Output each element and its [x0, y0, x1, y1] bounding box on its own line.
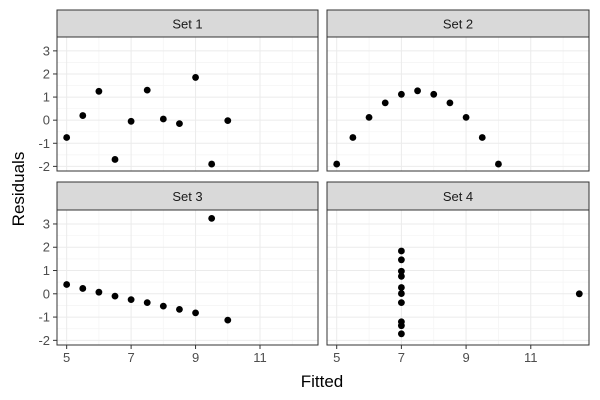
data-point	[111, 292, 119, 300]
facet-strip	[326, 181, 590, 211]
y-tick-label: 0	[43, 286, 50, 301]
y-tick-label: 3	[43, 216, 50, 231]
data-point	[208, 160, 216, 168]
x-tick-label: 7	[127, 350, 134, 365]
data-point	[397, 247, 405, 255]
y-tick-label: 0	[43, 113, 50, 128]
facet-strip	[326, 9, 590, 38]
data-point	[176, 305, 183, 313]
panel-background	[327, 210, 589, 345]
panel-border	[56, 209, 319, 346]
data-point	[127, 296, 135, 304]
panel-border	[56, 36, 319, 172]
data-point	[224, 316, 232, 324]
data-point	[365, 114, 373, 121]
y-tick-label: 1	[43, 263, 50, 278]
panel-4: Set 4 5 7 9 11	[326, 181, 590, 365]
data-point	[397, 330, 405, 338]
data-point	[397, 284, 405, 291]
y-tick-label: 2	[43, 240, 50, 255]
data-point	[159, 302, 167, 310]
panel-background	[327, 37, 589, 171]
data-point	[397, 256, 405, 264]
x-tick-label: 11	[253, 350, 267, 365]
data-point	[79, 285, 87, 292]
facet-strip-label: Set 4	[443, 189, 473, 204]
data-point	[397, 272, 405, 280]
facet-strip-label: Set 2	[443, 17, 473, 32]
data-point	[79, 112, 87, 119]
y-tick-label: -1	[38, 136, 50, 151]
facet-strip-label: Set 3	[172, 189, 202, 204]
panel-1: Set 1 -2 -1 0 1 2 3	[38, 9, 319, 174]
facet-strip	[56, 181, 319, 211]
panel-border	[326, 209, 590, 346]
panel-2: Set 2	[326, 9, 590, 172]
data-point	[397, 299, 405, 307]
facet-strip	[56, 9, 319, 38]
y-tick-label: 1	[43, 90, 50, 105]
x-tick-label: 11	[524, 350, 538, 365]
data-point	[63, 281, 71, 288]
data-point	[224, 117, 232, 125]
data-point	[208, 214, 216, 222]
data-point	[176, 120, 183, 128]
data-point	[95, 87, 103, 95]
y-tick-label: -1	[38, 310, 50, 325]
data-point	[414, 87, 421, 95]
x-tick-label: 5	[333, 350, 340, 365]
x-tick-label: 9	[192, 350, 199, 365]
panel-background	[57, 37, 318, 171]
x-tick-label: 5	[63, 350, 70, 365]
data-point	[63, 134, 71, 141]
data-point	[381, 99, 389, 107]
data-point	[495, 160, 502, 168]
data-point	[143, 86, 151, 94]
data-point	[127, 117, 135, 125]
y-tick-label: -2	[38, 333, 50, 348]
facet-strip-label: Set 1	[172, 17, 202, 32]
data-point	[95, 288, 103, 296]
data-point	[430, 90, 438, 98]
data-point	[397, 267, 405, 275]
data-point	[478, 134, 486, 141]
panel-3: Set 3 -2 -1 0 1 2 3 5 7 9 11	[38, 181, 319, 365]
data-point	[192, 74, 199, 81]
y-axis-title: Residuals	[9, 152, 28, 227]
data-point	[462, 114, 470, 121]
data-point	[192, 309, 199, 317]
x-tick-label: 9	[462, 350, 469, 365]
y-tick-label: 3	[43, 43, 50, 58]
panel-background	[57, 210, 318, 345]
y-tick-label: 2	[43, 66, 50, 81]
data-point	[397, 290, 405, 297]
data-point	[333, 160, 341, 168]
data-point	[397, 322, 405, 330]
data-point	[349, 134, 357, 141]
panel-border	[326, 36, 590, 172]
data-point	[159, 115, 167, 123]
x-tick-label: 7	[398, 350, 405, 365]
x-axis-title: Fitted	[301, 372, 344, 391]
data-point	[575, 290, 583, 298]
data-point	[143, 299, 151, 307]
data-point	[111, 156, 119, 163]
y-tick-label: -2	[38, 159, 50, 174]
data-point	[397, 90, 405, 98]
data-point	[446, 99, 454, 107]
